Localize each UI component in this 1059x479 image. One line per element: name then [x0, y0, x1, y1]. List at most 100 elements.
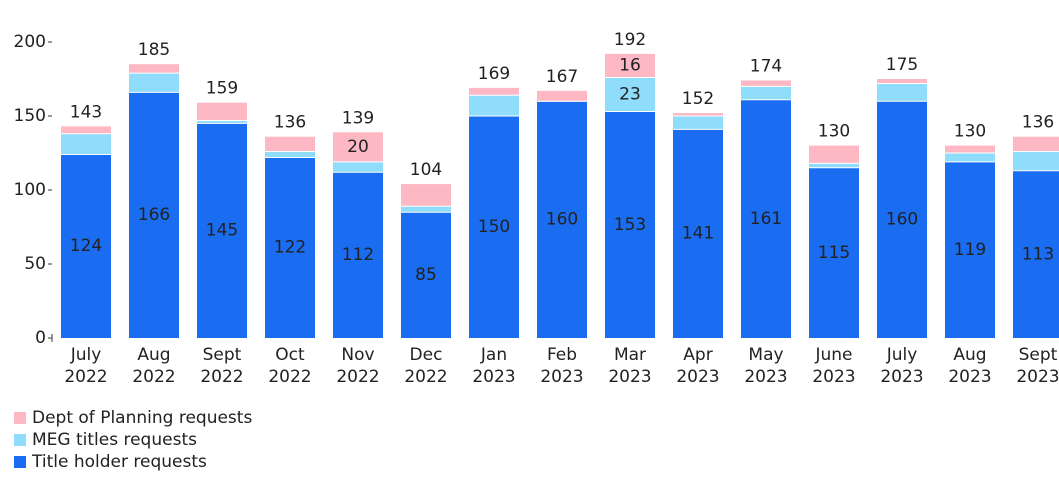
total-label: 104 — [410, 160, 442, 180]
bar-segment — [333, 132, 383, 162]
segment-label: 122 — [274, 238, 306, 258]
bar-segment — [673, 113, 723, 116]
y-tick-label: 0 — [35, 328, 46, 348]
segment-label: 16 — [619, 56, 641, 76]
segment-label: 119 — [954, 240, 986, 260]
bar-segment — [197, 123, 247, 339]
bar-segment — [469, 116, 519, 338]
segment-label: 166 — [138, 205, 170, 225]
x-tick-label: 2023 — [880, 367, 923, 387]
x-tick-label: Sept — [1019, 345, 1058, 365]
segment-label: 161 — [750, 209, 782, 229]
total-label: 130 — [954, 122, 986, 142]
legend-label: Title holder requests — [31, 452, 207, 472]
bar-segment — [605, 77, 655, 112]
x-tick-label: 2023 — [472, 367, 515, 387]
bar-segment — [537, 101, 587, 338]
total-label: 130 — [818, 122, 850, 142]
x-tick-label: 2022 — [132, 367, 175, 387]
x-tick-label: Mar — [614, 345, 646, 365]
total-label: 143 — [70, 102, 102, 122]
total-label: 174 — [750, 56, 782, 76]
total-label: 136 — [1022, 113, 1054, 133]
bar-segment — [197, 102, 247, 121]
bar-segment — [333, 161, 383, 173]
bar-segment — [741, 99, 791, 338]
segment-label: 20 — [347, 137, 369, 157]
bar-segment — [809, 167, 859, 338]
bar-segment — [1013, 151, 1059, 171]
total-label: 169 — [478, 64, 510, 84]
x-tick-label: July — [70, 345, 102, 365]
bar-segment — [129, 92, 179, 338]
segment-label: 124 — [70, 236, 102, 256]
x-tick-label: Nov — [341, 345, 374, 365]
x-tick-label: Jan — [480, 345, 507, 365]
bar-segment — [1013, 170, 1059, 338]
x-tick-label: Aug — [137, 345, 170, 365]
total-label: 167 — [546, 67, 578, 87]
x-tick-label: Sept — [203, 345, 242, 365]
x-tick-label: 2023 — [540, 367, 583, 387]
y-tick-label: 100 — [14, 180, 46, 200]
bar-segment — [1013, 136, 1059, 152]
bar-segment — [401, 184, 451, 207]
bar-segment — [945, 161, 995, 338]
y-tick-label: 200 — [14, 32, 46, 52]
bar-segment — [401, 212, 451, 338]
legend-swatch — [14, 456, 26, 468]
total-label: 192 — [614, 30, 646, 50]
x-tick-label: 2022 — [336, 367, 379, 387]
x-tick-label: Dec — [410, 345, 443, 365]
bar-segment — [877, 83, 927, 102]
bar-segment — [333, 172, 383, 338]
segment-label: 153 — [614, 215, 646, 235]
segment-label: 145 — [206, 221, 238, 241]
bar-segment — [945, 153, 995, 162]
total-label: 136 — [274, 113, 306, 133]
total-label: 152 — [682, 89, 714, 109]
bar-segment — [265, 157, 315, 338]
bar-segment — [809, 163, 859, 168]
segment-label: 141 — [682, 224, 714, 244]
x-tick-label: 2022 — [268, 367, 311, 387]
legend-swatch — [14, 412, 26, 424]
x-tick-label: 2023 — [812, 367, 855, 387]
segment-label: 160 — [546, 210, 578, 230]
x-tick-label: June — [814, 345, 852, 365]
segment-label: 85 — [415, 265, 437, 285]
bar-segment — [741, 86, 791, 100]
bar-segment — [673, 129, 723, 338]
bar-segment — [877, 79, 927, 84]
segment-label: 112 — [342, 245, 374, 265]
x-tick-label: 2022 — [404, 367, 447, 387]
total-label: 139 — [342, 108, 374, 128]
bar-segment — [945, 145, 995, 153]
y-tick-label: 150 — [14, 106, 46, 126]
bar-segment — [61, 126, 111, 134]
segment-label: 150 — [478, 217, 510, 237]
x-tick-label: 2023 — [1016, 367, 1059, 387]
segment-label: 113 — [1022, 244, 1054, 264]
x-tick-label: 2022 — [64, 367, 107, 387]
bar-segment — [265, 151, 315, 158]
segment-label: 160 — [886, 210, 918, 230]
bar-segment — [401, 206, 451, 213]
x-tick-label: Feb — [547, 345, 577, 365]
x-tick-label: 2023 — [744, 367, 787, 387]
total-label: 159 — [206, 79, 238, 99]
total-label: 185 — [138, 40, 170, 60]
x-tick-label: Aug — [953, 345, 986, 365]
bar-segment — [809, 145, 859, 164]
bar-segment — [537, 90, 587, 102]
bar-segment — [129, 64, 179, 74]
bar-segment — [61, 154, 111, 338]
bar-segment — [605, 111, 655, 338]
bar-segment — [129, 73, 179, 93]
segment-label: 115 — [818, 243, 850, 263]
bar-segment — [673, 116, 723, 130]
bar-segment — [61, 133, 111, 155]
x-tick-label: 2023 — [676, 367, 719, 387]
x-tick-label: 2023 — [948, 367, 991, 387]
